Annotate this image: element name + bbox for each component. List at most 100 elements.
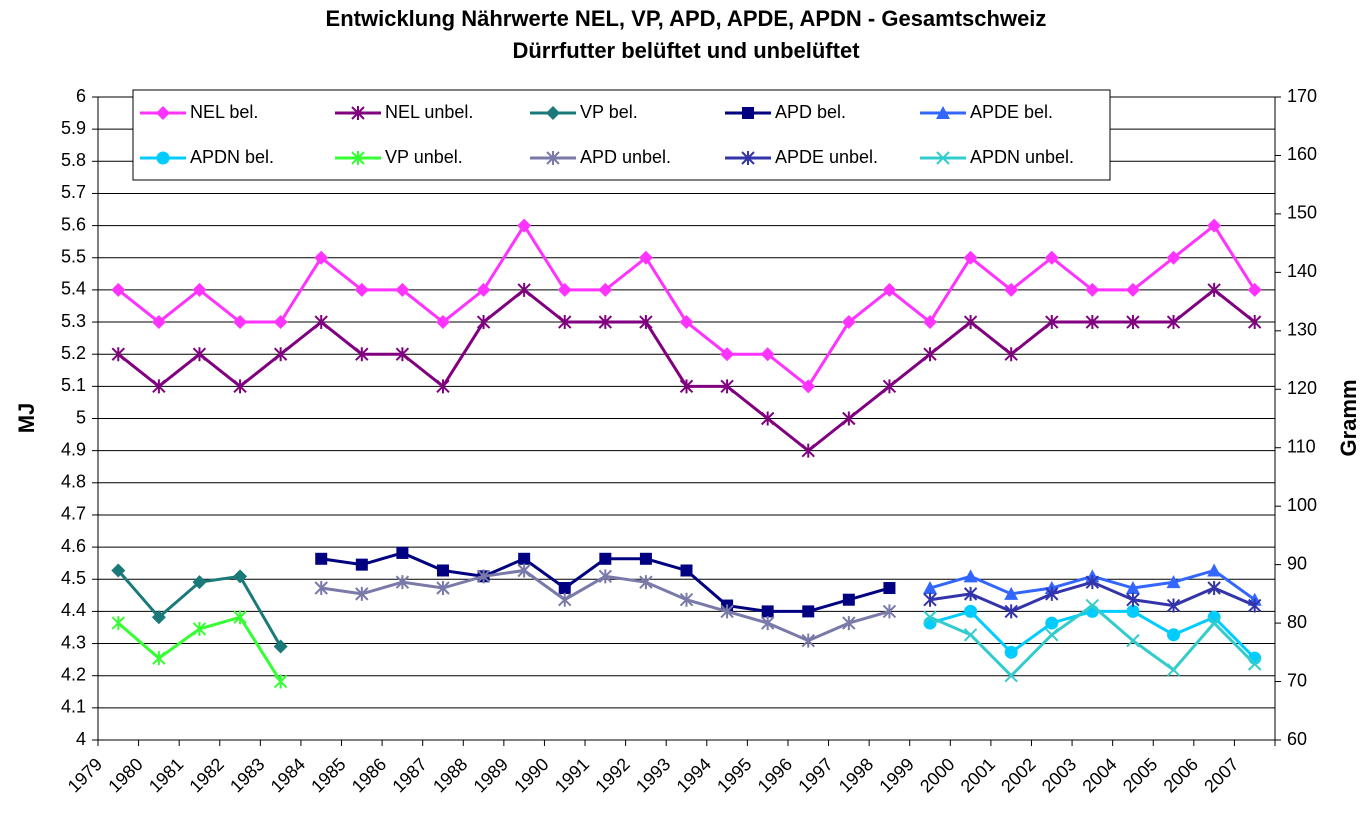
y-tick-label: 6: [76, 86, 86, 106]
y-tick-label: 4.2: [61, 664, 86, 684]
marker: [760, 616, 775, 631]
marker: [558, 592, 572, 607]
marker: [1004, 645, 1018, 659]
y-tick-label: 5.5: [61, 247, 86, 267]
marker: [1044, 250, 1059, 265]
marker: [760, 411, 775, 426]
marker: [436, 379, 450, 394]
marker: [1045, 586, 1059, 601]
marker: [1207, 218, 1222, 233]
x-tick-label: 1984: [267, 754, 309, 796]
marker: [476, 315, 491, 330]
y-tick-label: 4.3: [61, 632, 86, 652]
marker: [558, 315, 572, 330]
marker: [273, 347, 288, 362]
marker: [923, 610, 937, 624]
marker: [936, 106, 950, 119]
marker: [1004, 282, 1019, 297]
marker: [963, 628, 978, 642]
marker: [936, 151, 950, 165]
marker: [679, 315, 694, 330]
marker: [476, 282, 491, 297]
x-tick-label: 2007: [1200, 754, 1242, 796]
marker: [1004, 347, 1018, 362]
marker: [802, 605, 815, 618]
marker: [156, 106, 170, 120]
marker: [1125, 282, 1140, 297]
marker: [192, 621, 207, 636]
legend-label: VP bel.: [580, 102, 638, 122]
marker: [546, 106, 560, 120]
x-tick-label: 2002: [997, 754, 1039, 796]
y2-tick-label: 110: [1287, 436, 1316, 456]
legend-label: APD bel.: [775, 102, 846, 122]
marker: [151, 610, 166, 625]
y-tick-label: 4.6: [61, 536, 86, 556]
series-line: [117, 287, 1256, 453]
y-tick-label: 5.6: [61, 214, 86, 234]
x-tick-label: 2003: [1038, 754, 1080, 796]
marker: [1085, 315, 1100, 330]
marker: [1167, 628, 1181, 642]
marker: [741, 151, 755, 165]
x-tick-label: 1981: [145, 754, 187, 796]
marker: [1166, 315, 1181, 330]
marker: [1126, 592, 1140, 607]
marker: [396, 546, 409, 559]
marker: [639, 552, 652, 565]
y2-tick-label: 150: [1287, 203, 1317, 223]
marker: [355, 347, 369, 362]
x-tick-label: 1990: [510, 754, 552, 796]
marker: [476, 569, 491, 584]
y-tick-label: 4.7: [61, 504, 86, 524]
legend-label: NEL bel.: [190, 102, 258, 122]
marker: [841, 315, 856, 330]
marker: [273, 315, 288, 330]
marker: [517, 563, 531, 578]
marker: [1004, 586, 1019, 600]
marker: [1166, 575, 1181, 589]
x-tick-label: 2006: [1160, 754, 1202, 796]
marker: [351, 106, 365, 120]
x-tick-label: 1993: [632, 754, 674, 796]
legend-label: APDE bel.: [970, 102, 1053, 122]
x-tick-label: 1989: [470, 754, 512, 796]
marker: [315, 552, 328, 565]
y-tick-label: 5: [76, 407, 86, 427]
series-line: [117, 222, 1256, 389]
marker: [351, 151, 365, 165]
marker: [395, 347, 410, 362]
x-tick-label: 1992: [591, 754, 633, 796]
y-tick-label: 4.8: [61, 472, 86, 492]
y2-tick-label: 90: [1287, 553, 1307, 573]
y2-tick-label: 100: [1287, 495, 1317, 515]
marker: [355, 558, 368, 571]
marker: [558, 582, 571, 595]
x-tick-label: 2005: [1119, 754, 1161, 796]
x-tick-label: 1987: [388, 754, 430, 796]
x-tick-label: 1985: [307, 754, 349, 796]
legend-label: NEL unbel.: [385, 102, 473, 122]
y-tick-label: 5.4: [61, 279, 86, 299]
marker: [599, 552, 612, 565]
x-tick-label: 1994: [673, 754, 715, 796]
marker: [1207, 563, 1222, 577]
marker: [923, 347, 937, 362]
marker: [639, 575, 653, 590]
y2-tick-label: 160: [1287, 144, 1317, 164]
y-tick-label: 5.3: [61, 311, 86, 331]
marker: [1166, 250, 1181, 265]
marker: [680, 564, 693, 577]
marker: [1085, 575, 1100, 590]
y2-tick-label: 130: [1287, 320, 1317, 340]
marker: [273, 674, 288, 689]
marker: [395, 575, 410, 590]
y2-tick-label: 120: [1287, 378, 1317, 398]
marker: [761, 605, 774, 618]
marker: [314, 250, 329, 265]
marker: [842, 616, 856, 631]
marker: [111, 616, 126, 631]
marker: [151, 315, 166, 330]
marker: [1207, 616, 1221, 630]
marker: [233, 610, 247, 625]
